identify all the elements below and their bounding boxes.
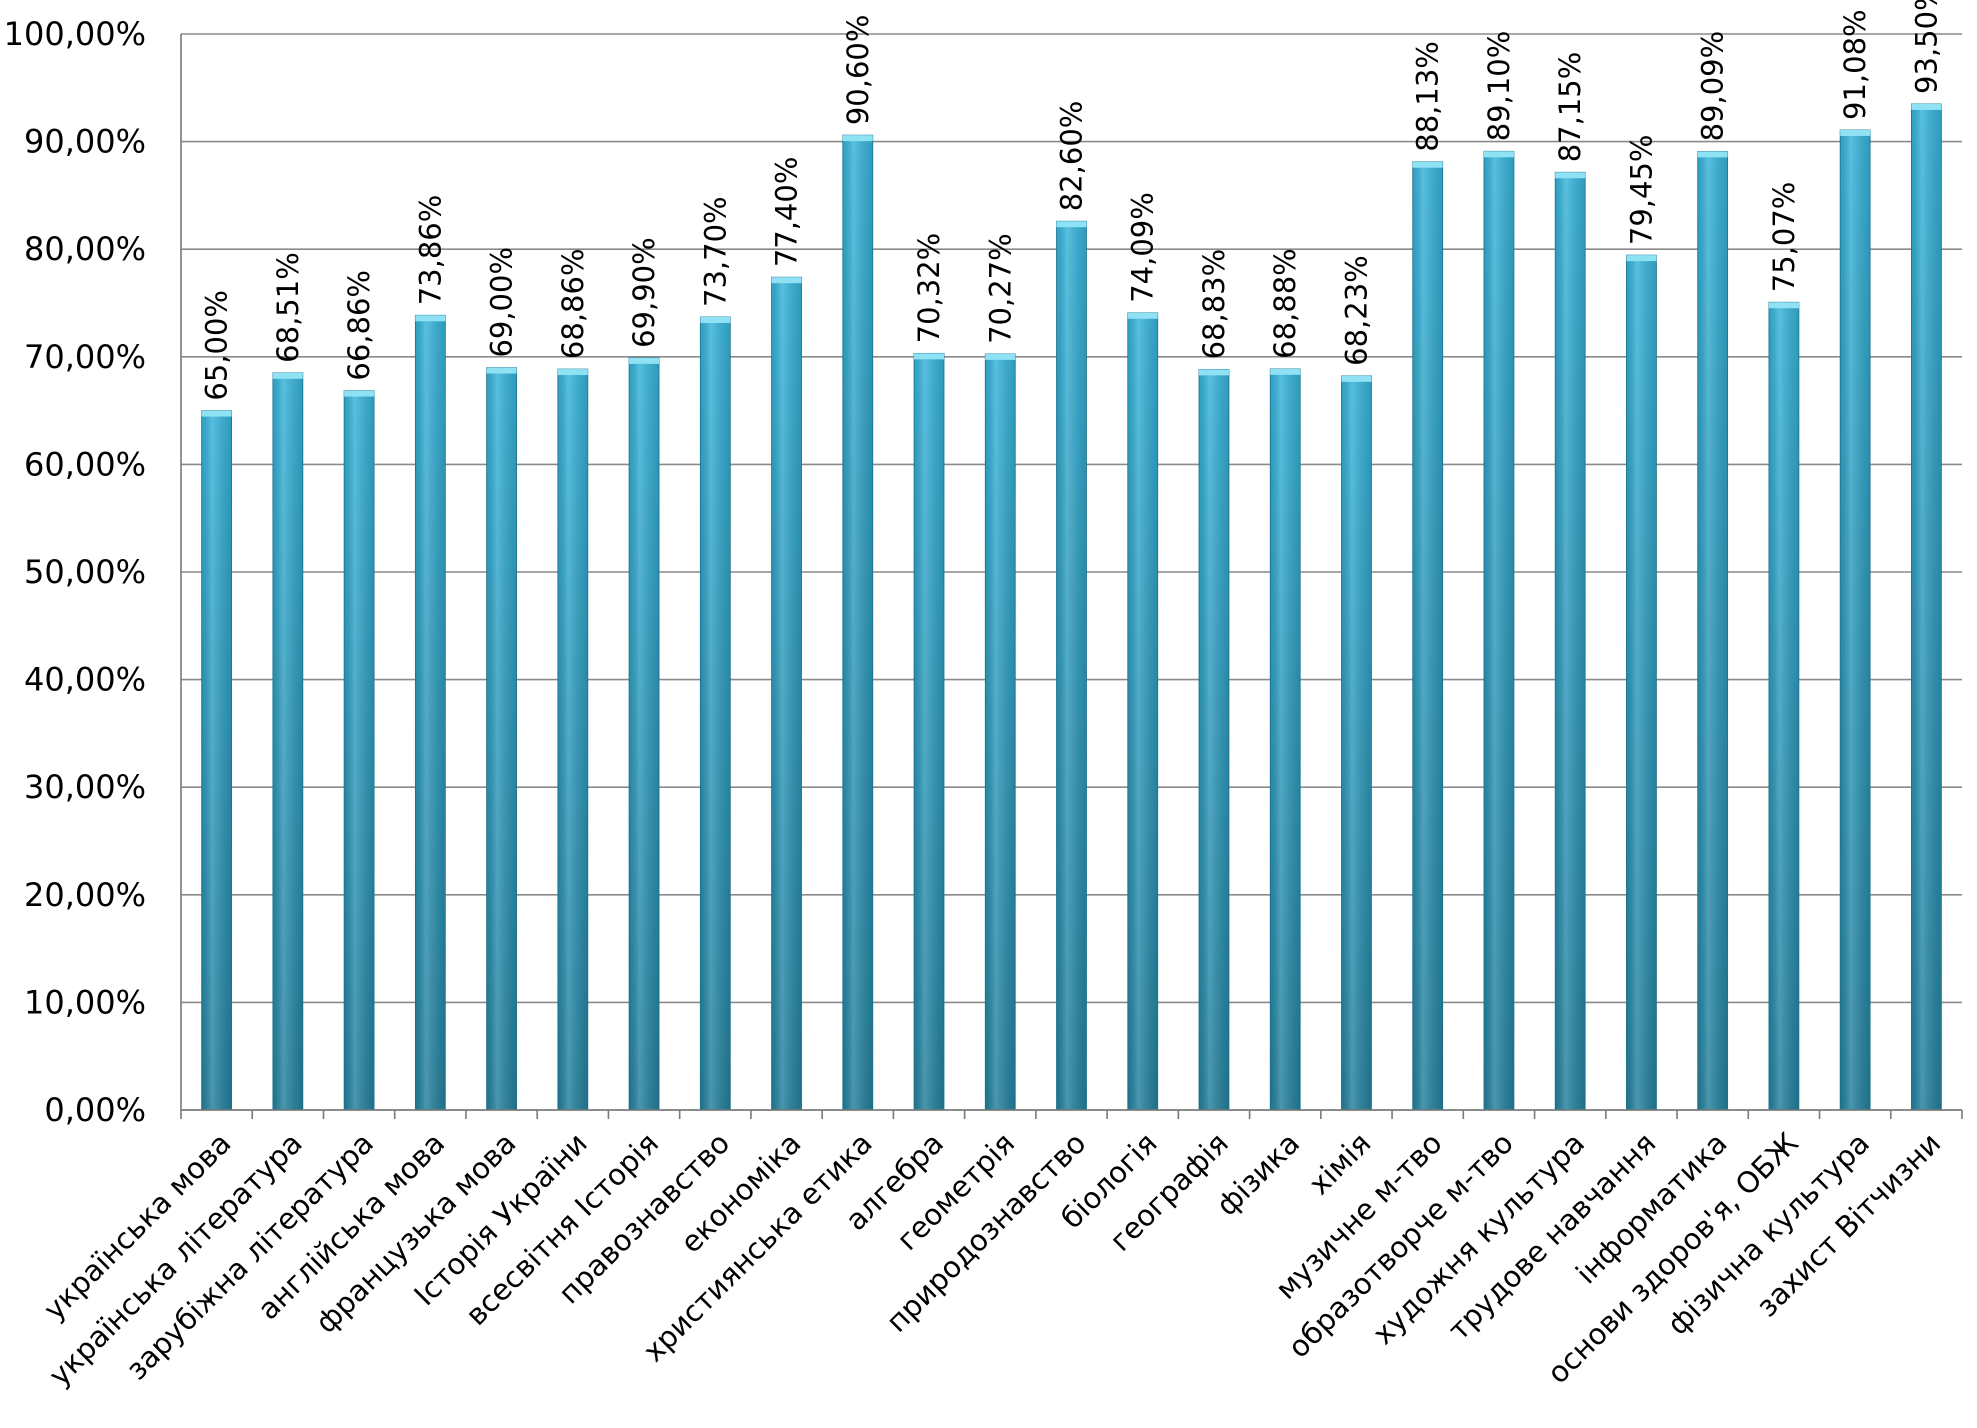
data-label: 74,09% xyxy=(1126,192,1160,303)
bar-top-cap xyxy=(201,410,232,417)
bar-shading xyxy=(1626,255,1657,1111)
bar-top-cap xyxy=(557,369,588,376)
bar-top-cap xyxy=(486,367,517,374)
data-label: 70,27% xyxy=(983,233,1017,344)
bar-top-cap xyxy=(1768,302,1799,309)
bar-shading xyxy=(1127,312,1158,1110)
data-label: 89,09% xyxy=(1696,31,1730,142)
data-label: 68,23% xyxy=(1339,255,1373,366)
data-label: 82,60% xyxy=(1055,101,1089,212)
y-tick-label: 20,00% xyxy=(24,876,146,914)
bar-shading xyxy=(842,135,873,1111)
bar-top-cap xyxy=(272,372,303,379)
bar-top-cap xyxy=(1911,103,1942,110)
data-label: 66,86% xyxy=(342,270,376,381)
bar-shading xyxy=(700,316,731,1110)
bar-top-cap xyxy=(771,277,802,284)
y-axis-tick-labels: 0,00% 10,00% 20,00% 30,00% 40,00% 50,00% 60,00… xyxy=(4,15,146,1129)
data-label: 91,08% xyxy=(1838,9,1872,120)
bar-shading xyxy=(914,353,945,1110)
bar-shading xyxy=(985,353,1016,1111)
bar-shading xyxy=(1555,172,1586,1111)
bar-top-cap xyxy=(629,357,660,364)
bar-shading xyxy=(201,410,232,1111)
bar-shading xyxy=(1198,369,1229,1111)
bar-shading xyxy=(1768,302,1799,1110)
bar-shading xyxy=(1270,368,1301,1110)
bar-top-cap xyxy=(1341,375,1372,382)
data-label: 68,83% xyxy=(1197,249,1231,360)
bar-top-cap xyxy=(344,390,375,397)
y-tick-label: 100,00% xyxy=(4,15,146,53)
bar-top-cap xyxy=(1555,172,1586,179)
bars xyxy=(201,103,1942,1111)
y-tick-label: 0,00% xyxy=(44,1091,146,1129)
data-label: 68,51% xyxy=(271,252,305,363)
bar-top-cap xyxy=(842,135,873,142)
y-tick-label: 30,00% xyxy=(24,768,146,806)
bar-shading xyxy=(1056,221,1087,1110)
data-label: 75,07% xyxy=(1767,182,1801,293)
y-tick-label: 50,00% xyxy=(24,553,146,591)
data-label: 68,88% xyxy=(1268,248,1302,359)
bar-top-cap xyxy=(914,353,945,360)
bar-top-cap xyxy=(1840,129,1871,136)
bar-shading xyxy=(1341,375,1372,1110)
data-label: 87,15% xyxy=(1553,52,1587,163)
data-label: 69,00% xyxy=(485,247,519,358)
bar-shading xyxy=(1840,129,1871,1111)
bar-top-cap xyxy=(1270,368,1301,375)
y-tick-label: 80,00% xyxy=(24,230,146,268)
bar-shading xyxy=(415,315,446,1111)
data-labels: 65,00% 68,51% 66,86% 73,86% 69,00% 68,86% 69,9… xyxy=(200,0,1944,401)
bar-shading xyxy=(1483,151,1514,1110)
bar-top-cap xyxy=(1127,312,1158,319)
bar-top-cap xyxy=(1198,369,1229,376)
bar-shading xyxy=(1697,151,1728,1110)
bar-shading xyxy=(344,390,375,1110)
bar-shading xyxy=(1412,161,1443,1111)
data-label: 90,60% xyxy=(841,15,875,126)
bar-top-cap xyxy=(1697,151,1728,158)
bar-top-cap xyxy=(1412,161,1443,168)
data-label: 73,86% xyxy=(413,195,447,306)
y-tick-label: 60,00% xyxy=(24,445,146,483)
data-label: 88,13% xyxy=(1411,41,1445,152)
y-tick-label: 70,00% xyxy=(24,338,146,376)
data-label: 77,40% xyxy=(770,157,804,268)
y-tick-label: 90,00% xyxy=(24,123,146,161)
bar-shading xyxy=(1911,103,1942,1110)
bar-top-cap xyxy=(415,315,446,322)
bar-shading xyxy=(629,357,660,1111)
y-tick-label: 40,00% xyxy=(24,661,146,699)
data-label: 70,32% xyxy=(912,233,946,344)
bar-top-cap xyxy=(1626,255,1657,262)
bar-top-cap xyxy=(1056,221,1087,228)
data-label: 89,10% xyxy=(1482,31,1516,142)
y-tick-label: 10,00% xyxy=(24,983,146,1021)
bar-shading xyxy=(486,367,517,1110)
bar-shading xyxy=(771,277,802,1110)
bar-shading xyxy=(557,369,588,1110)
data-label: 73,70% xyxy=(698,196,732,307)
bar-shading xyxy=(272,372,303,1110)
bar-top-cap xyxy=(1483,151,1514,158)
data-label: 65,00% xyxy=(200,290,234,401)
data-label: 69,90% xyxy=(627,237,661,348)
data-label: 79,45% xyxy=(1624,135,1658,246)
bar-top-cap xyxy=(985,353,1016,360)
data-label: 93,50% xyxy=(1909,0,1943,94)
data-label: 68,86% xyxy=(556,248,590,359)
bar-top-cap xyxy=(700,316,731,323)
